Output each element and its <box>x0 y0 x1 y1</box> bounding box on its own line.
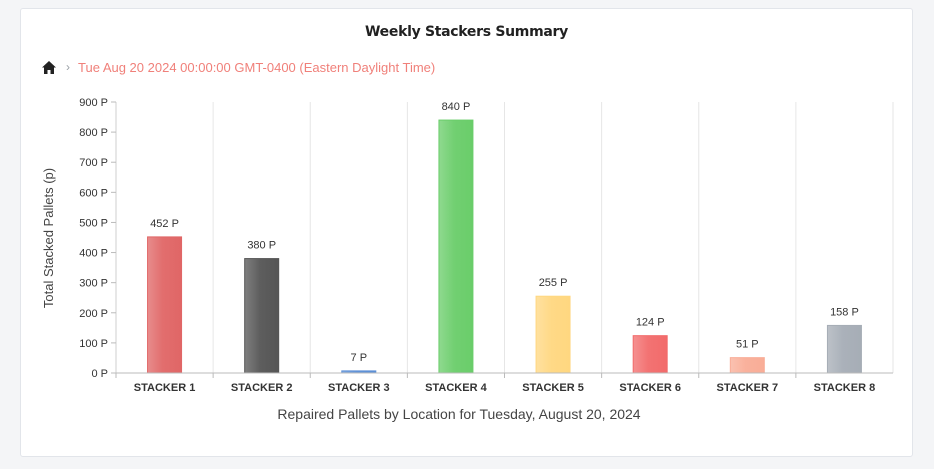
x-tick-label: STACKER 2 <box>231 382 293 394</box>
bar-value-label: 51 P <box>736 339 759 351</box>
bar <box>729 357 765 374</box>
bar <box>535 295 571 374</box>
home-icon[interactable] <box>42 60 56 74</box>
y-tick-label: 100 P <box>79 338 108 350</box>
x-tick-label: STACKER 1 <box>134 382 196 394</box>
x-tick-label: STACKER 8 <box>814 382 876 394</box>
bar-value-label: 255 P <box>539 277 568 289</box>
bar-value-label: 158 P <box>830 306 859 318</box>
y-tick-label: 900 P <box>79 97 108 109</box>
x-tick-label: STACKER 4 <box>425 382 487 394</box>
y-tick-label: 500 P <box>79 217 108 229</box>
y-tick-label: 800 P <box>79 127 108 139</box>
bar-value-label: 380 P <box>247 240 276 252</box>
y-tick-label: 400 P <box>79 248 108 260</box>
bar-value-label: 452 P <box>150 218 179 230</box>
chevron-right-icon: › <box>66 60 70 74</box>
x-tick-label: STACKER 3 <box>328 382 390 394</box>
y-tick-label: 600 P <box>79 187 108 199</box>
bar <box>244 258 280 374</box>
y-tick-label: 200 P <box>79 308 108 320</box>
chart-title: Weekly Stackers Summary <box>365 24 568 40</box>
x-tick-label: STACKER 5 <box>522 382 584 394</box>
breadcrumb: › Tue Aug 20 2024 00:00:00 GMT-0400 (Eas… <box>42 59 435 75</box>
x-tick-label: STACKER 7 <box>717 382 779 394</box>
bar-value-label: 7 P <box>351 352 368 364</box>
bar-value-label: 124 P <box>636 317 665 329</box>
bar <box>147 236 183 374</box>
bar <box>632 335 668 374</box>
y-axis-label: Total Stacked Pallets (p) <box>41 168 56 308</box>
x-tick-label: STACKER 6 <box>619 382 681 394</box>
breadcrumb-date[interactable]: Tue Aug 20 2024 00:00:00 GMT-0400 (Easte… <box>78 59 436 75</box>
bar-value-label: 840 P <box>442 101 471 113</box>
bar <box>438 119 474 374</box>
y-tick-label: 0 P <box>91 368 108 380</box>
bar <box>826 324 862 374</box>
x-axis-label: Repaired Pallets by Location for Tuesday… <box>277 406 641 422</box>
y-tick-label: 700 P <box>79 157 108 169</box>
y-tick-label: 300 P <box>79 278 108 290</box>
